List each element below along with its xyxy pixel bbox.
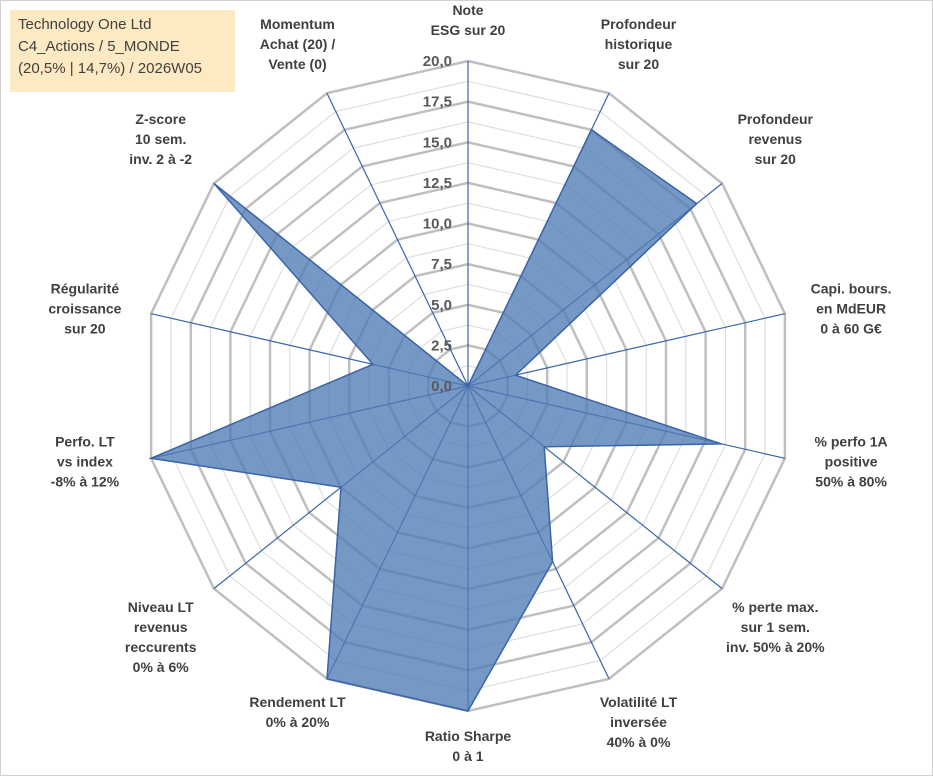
info-box: Technology One Ltd C4_Actions / 5_MONDE …	[10, 10, 235, 92]
category-label-3: Capi. bours. en MdEUR 0 à 60 G€	[811, 281, 892, 337]
category-labels: Note ESG sur 20 Profondeur historique sur 20…	[48, 2, 891, 764]
category-label-2: Profondeur revenus sur 20	[738, 111, 814, 167]
tick-label: 20,0	[423, 53, 452, 70]
spoke-3	[467, 313, 786, 387]
tick-label: 15,0	[423, 134, 452, 151]
category-label-1: Profondeur historique sur 20	[601, 16, 677, 72]
tick-label: 7,5	[431, 256, 452, 273]
category-label-12: Z-score 10 sem. inv. 2 à -2	[129, 111, 192, 167]
tick-label: 5,0	[431, 297, 452, 314]
tick-label: 17,5	[423, 94, 452, 111]
tick-label: 10,0	[423, 216, 452, 233]
radar-series	[148, 128, 722, 712]
tick-label: 0,0	[431, 378, 452, 395]
series-area	[148, 128, 722, 712]
radial-tick-labels: 0,0 2,5 5,0 7,5 10,0 12,5 15,0 17,5 20,0	[423, 53, 452, 395]
category-label-0: Note ESG sur 20	[431, 2, 506, 38]
category-label-13: Momentum Achat (20) / Vente (0)	[260, 16, 336, 72]
tick-label: 12,5	[423, 175, 452, 192]
company-name: Technology One Ltd	[18, 16, 152, 33]
category-label-8: Rendement LT 0% à 20%	[249, 694, 346, 730]
category-label-9: Niveau LT revenus reccurents 0% à 6%	[125, 599, 197, 675]
category-label-10: Perfo. LT vs index -8% à 12%	[51, 433, 120, 489]
performance-period: (20,5% | 14,7%) / 2026W05	[18, 60, 202, 77]
category-label-5: % perte max. sur 1 sem. inv. 50% à 20%	[726, 599, 825, 655]
spoke-13	[326, 92, 469, 387]
portfolio-category: C4_Actions / 5_MONDE	[18, 38, 180, 55]
category-label-7: Ratio Sharpe 0 à 1	[425, 728, 512, 764]
category-label-4: % perfo 1A positive 50% à 80%	[815, 433, 888, 489]
category-label-11: Régularité croissance sur 20	[48, 281, 121, 337]
category-label-6: Volatilité LT inversée 40% à 0%	[600, 694, 678, 750]
tick-label: 2,5	[431, 337, 452, 354]
